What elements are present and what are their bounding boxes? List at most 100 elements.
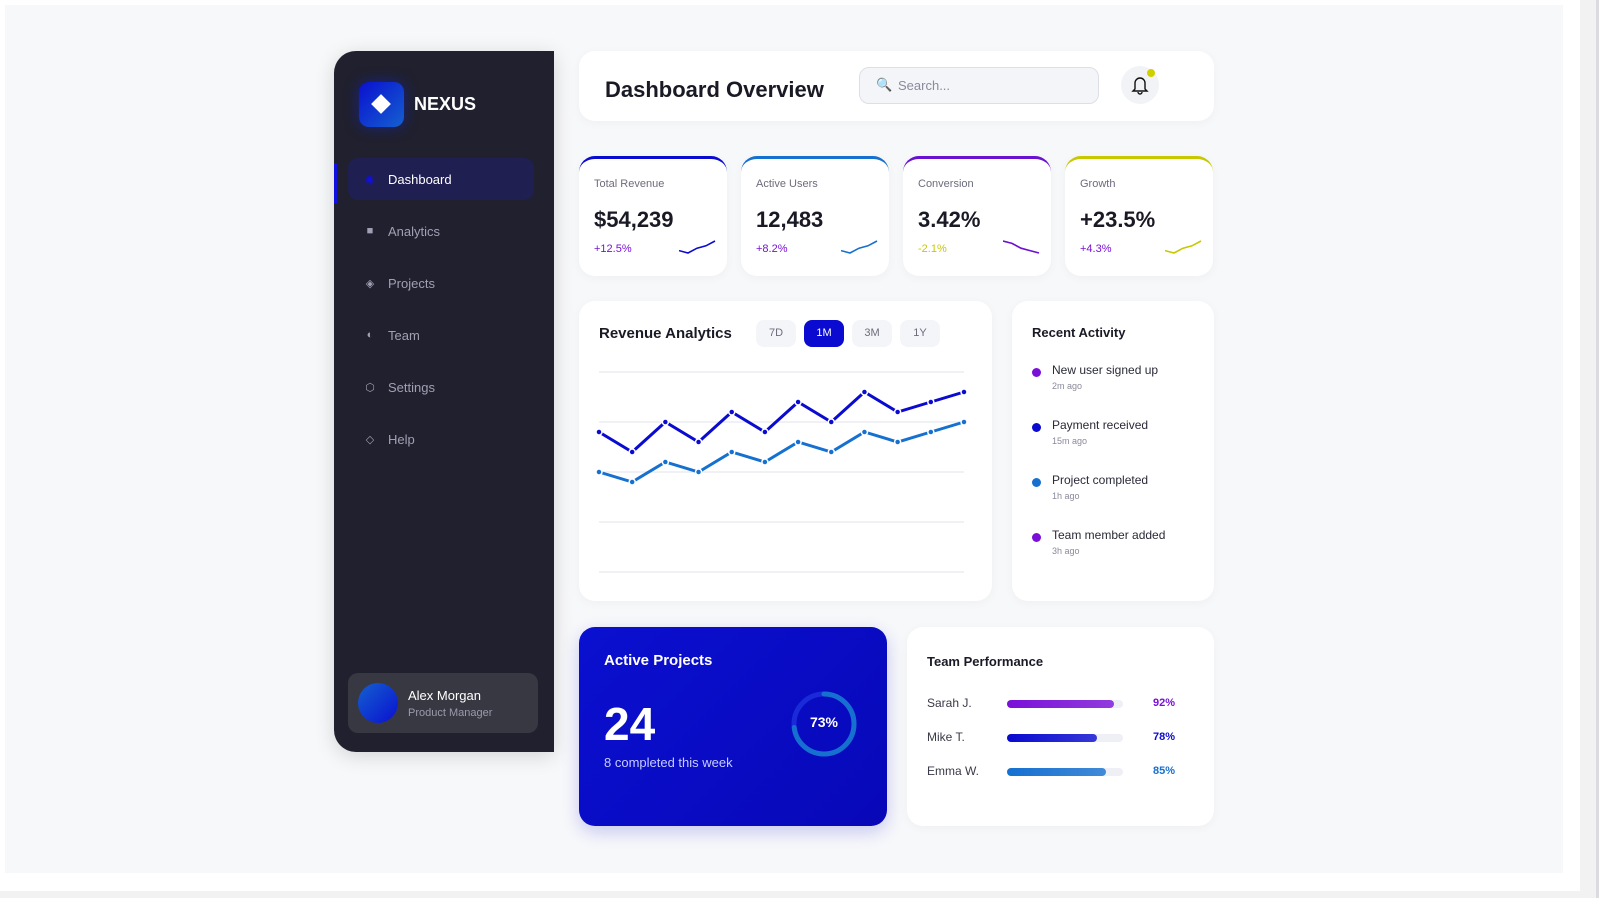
user-profile[interactable]: Alex Morgan Product Manager xyxy=(348,673,538,733)
sidebar-item-projects[interactable]: ◈ Projects xyxy=(348,262,534,304)
activity-text: Payment received xyxy=(1052,418,1149,432)
sidebar-item-help[interactable]: ◇ Help xyxy=(348,418,534,460)
avatar xyxy=(358,683,398,723)
member-name: Mike T. xyxy=(927,730,965,744)
data-point[interactable] xyxy=(794,398,802,406)
range-tab-1m[interactable]: 1M xyxy=(804,320,844,347)
kpi-label: Growth xyxy=(1080,178,1116,190)
kpi-card-growth: Growth +23.5% +4.3% xyxy=(1065,156,1213,276)
data-point[interactable] xyxy=(661,458,670,466)
data-point[interactable] xyxy=(893,408,902,416)
projects-title: Active Projects xyxy=(604,652,713,669)
sidebar-item-label: Analytics xyxy=(388,223,441,239)
scrollbar[interactable] xyxy=(1580,0,1599,898)
data-point[interactable] xyxy=(628,448,636,456)
kpi-value: +23.5% xyxy=(1080,207,1156,232)
member-name: Sarah J. xyxy=(927,696,972,710)
performance-bar xyxy=(1007,734,1123,742)
kpi-change: +12.5% xyxy=(594,243,632,255)
data-point[interactable] xyxy=(661,418,670,426)
series-line-1 xyxy=(598,390,965,454)
diamond-icon: ◈ xyxy=(365,277,375,290)
range-tab-7d[interactable]: 7D xyxy=(756,320,796,347)
performance-fill xyxy=(1007,734,1098,742)
kpi-value: 12,483 xyxy=(756,207,824,232)
kpi-label: Total Revenue xyxy=(594,178,665,190)
team-member-row: Emma W. 85% xyxy=(927,764,1187,780)
active-indicator xyxy=(334,163,337,203)
sidebar-item-dashboard[interactable]: ◉ Dashboard xyxy=(348,158,534,200)
performance-bar xyxy=(1007,768,1123,776)
kpi-change: +4.3% xyxy=(1080,243,1112,255)
activity-text: Team member added xyxy=(1052,528,1166,542)
hexagon-icon: ⬡ xyxy=(365,381,375,394)
activity-time: 3h ago xyxy=(1052,546,1080,556)
data-point[interactable] xyxy=(595,468,603,476)
notification-dot xyxy=(1147,69,1155,77)
team-member-row: Sarah J. 92% xyxy=(927,696,1187,712)
data-point[interactable] xyxy=(860,428,869,436)
target-icon: ◉ xyxy=(365,173,375,186)
range-tab-1y[interactable]: 1Y xyxy=(900,320,940,347)
performance-fill xyxy=(1007,700,1114,708)
kpi-sparkline xyxy=(1003,240,1040,254)
data-point[interactable] xyxy=(827,418,836,426)
performance-fill xyxy=(1007,768,1106,776)
kpi-sparkline xyxy=(679,240,716,254)
data-point[interactable] xyxy=(727,408,736,416)
data-point[interactable] xyxy=(794,438,802,446)
team-performance-card: Team Performance Sarah J. 92% Mike T. 78% Em… xyxy=(907,627,1214,826)
sidebar-item-settings[interactable]: ⬡ Settings xyxy=(348,366,534,408)
team-title: Team Performance xyxy=(927,654,1044,669)
header-card: Dashboard Overview 🔍 Search... xyxy=(579,51,1214,121)
bell-icon xyxy=(1131,77,1149,95)
range-tab-3m[interactable]: 3M xyxy=(852,320,892,347)
activity-time: 2m ago xyxy=(1052,381,1083,391)
activity-text: New user signed up xyxy=(1052,363,1159,377)
kpi-change: +8.2% xyxy=(756,243,788,255)
page-title: Dashboard Overview xyxy=(605,77,824,102)
data-point[interactable] xyxy=(860,388,869,396)
member-percent: 78% xyxy=(1153,731,1176,743)
sidebar-item-label: Projects xyxy=(388,275,435,291)
sidebar-item-label: Settings xyxy=(388,379,435,395)
data-point[interactable] xyxy=(761,458,769,466)
activity-dot xyxy=(1032,423,1041,432)
data-point[interactable] xyxy=(927,398,935,406)
activity-text: Project completed xyxy=(1052,473,1149,487)
series-line-2 xyxy=(598,420,965,484)
data-point[interactable] xyxy=(727,448,736,456)
progress-label: 73% xyxy=(809,714,839,730)
data-point[interactable] xyxy=(927,428,935,436)
half-circle-icon: ◐ xyxy=(366,329,374,341)
sidebar-item-label: Help xyxy=(388,431,415,447)
revenue-analytics-card: Revenue Analytics 7D 1M 3M 1Y xyxy=(579,301,992,601)
activity-dot xyxy=(1032,478,1041,487)
kpi-sparkline xyxy=(1165,240,1202,254)
diamond-outline-icon: ◇ xyxy=(365,433,375,446)
logo-icon xyxy=(359,82,404,127)
data-point[interactable] xyxy=(960,388,968,396)
kpi-value: 3.42% xyxy=(918,207,981,232)
user-role: Product Manager xyxy=(408,707,493,719)
data-point[interactable] xyxy=(694,468,703,476)
data-point[interactable] xyxy=(628,478,636,486)
performance-bar xyxy=(1007,700,1123,708)
data-point[interactable] xyxy=(761,428,769,436)
kpi-value: $54,239 xyxy=(594,207,674,232)
sidebar-item-analytics[interactable]: ■ Analytics xyxy=(348,210,534,252)
search-input[interactable]: 🔍 Search... xyxy=(859,67,1099,104)
sidebar-item-team[interactable]: ◐ Team xyxy=(348,314,534,356)
notification-button[interactable] xyxy=(1121,66,1159,104)
data-point[interactable] xyxy=(595,428,603,436)
data-point[interactable] xyxy=(960,418,968,426)
activity-time: 1h ago xyxy=(1052,491,1080,501)
activity-dot xyxy=(1032,368,1041,377)
data-point[interactable] xyxy=(827,448,836,456)
activity-time: 15m ago xyxy=(1052,436,1088,446)
search-placeholder: Search... xyxy=(898,78,951,93)
activity-dot xyxy=(1032,533,1041,542)
data-point[interactable] xyxy=(893,438,902,446)
projects-count: 24 xyxy=(604,698,656,750)
data-point[interactable] xyxy=(694,438,703,446)
